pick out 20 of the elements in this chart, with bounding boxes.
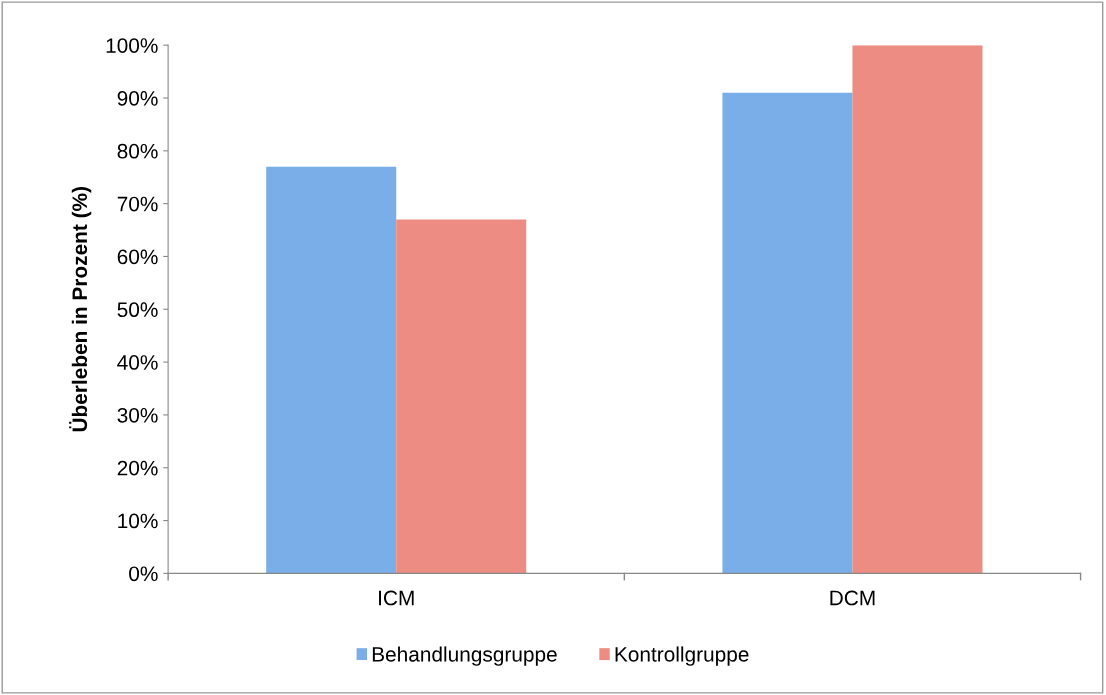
y-tick-label: 10% xyxy=(118,513,158,529)
y-tick-label: 40% xyxy=(117,355,158,370)
y-axis-title: Überleben in Prozent (%) xyxy=(69,187,92,432)
y-tick-label: 30% xyxy=(117,407,158,423)
y-tick-label: 80% xyxy=(117,143,158,159)
y-tick-label: 50% xyxy=(117,302,158,318)
legend-label: Behandlungsgruppe xyxy=(372,646,557,666)
bar xyxy=(396,219,527,574)
bar xyxy=(266,166,397,574)
bar xyxy=(722,92,853,574)
y-tick-label: 0% xyxy=(129,566,158,582)
x-tick-label: ICM xyxy=(379,590,414,606)
y-tick-label: 90% xyxy=(117,91,158,106)
y-tick-label: 70% xyxy=(117,196,158,212)
bar xyxy=(852,45,983,574)
legend-label: Kontrollgruppe xyxy=(615,646,749,666)
y-tick-label: 100% xyxy=(106,38,158,53)
y-tick-label: 20% xyxy=(117,460,158,476)
y-tick-label: 60% xyxy=(117,249,158,265)
x-tick-label: DCM xyxy=(830,590,875,606)
